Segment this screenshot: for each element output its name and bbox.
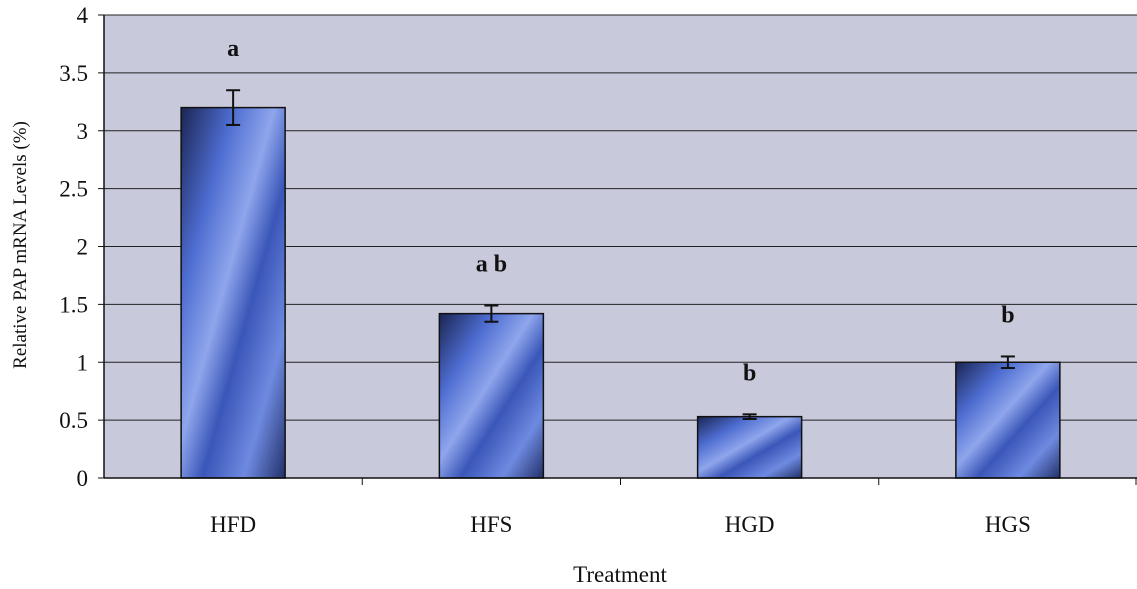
- bar: [180, 106, 286, 479]
- significance-label: b: [743, 360, 756, 386]
- bars: a a b b b: [180, 36, 1061, 479]
- x-tick-label: HFS: [470, 512, 512, 537]
- bar: [955, 361, 1061, 479]
- y-tick-label: 1.5: [59, 292, 88, 317]
- x-tick-label: HGD: [725, 512, 775, 537]
- significance-label: a: [227, 36, 239, 62]
- x-tick-label: HGS: [985, 512, 1031, 537]
- y-axis-ticks: 0 0.5 1 1.5 2 2.5 3 3.5 4: [59, 3, 104, 491]
- x-axis-label: Treatment: [573, 562, 667, 587]
- y-tick-label: 3.5: [59, 61, 88, 86]
- x-axis: HFD HFS HGD HGS: [103, 15, 1137, 537]
- significance-label: a b: [476, 252, 507, 278]
- y-tick-label: 1: [77, 350, 89, 375]
- significance-label: b: [1001, 302, 1014, 328]
- y-tick-label: 2: [77, 235, 89, 260]
- bar: [696, 415, 803, 479]
- x-tick-label: HFD: [210, 512, 256, 537]
- y-tick-label: 0: [77, 466, 89, 491]
- y-axis-label: Relative PAP mRNA Levels (%): [10, 121, 31, 369]
- y-tick-label: 2.5: [59, 177, 88, 202]
- y-tick-label: 3: [77, 119, 89, 144]
- bar: [438, 312, 545, 479]
- y-tick-label: 4: [77, 3, 89, 28]
- y-tick-label: 0.5: [59, 408, 88, 433]
